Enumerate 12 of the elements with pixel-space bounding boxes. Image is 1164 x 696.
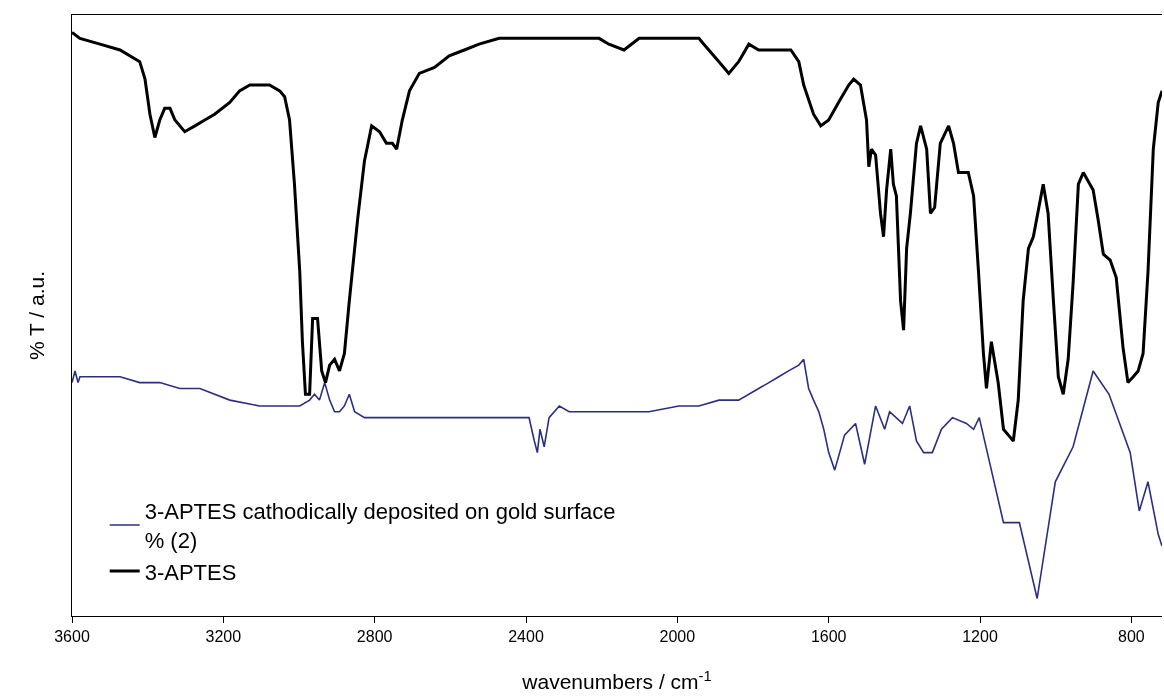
x-tick-label: 2000 xyxy=(659,628,696,646)
x-tick-label: 2800 xyxy=(356,628,393,646)
y-axis-title: % T / a.u. xyxy=(25,270,49,361)
legend-label: 3-APTES cathodically deposited on gold surface % (2) xyxy=(144,499,616,553)
x-tick-label: 2400 xyxy=(508,628,544,646)
x-tick-label: 3600 xyxy=(54,628,90,646)
x-tick-label: 800 xyxy=(1118,628,1145,646)
x-axis-title: wavenumbers / cm$^{-1}$ xyxy=(521,667,712,694)
x-tick-label: 1200 xyxy=(962,628,998,646)
x-tick-label: 3200 xyxy=(205,628,242,646)
x-tick-label: 1600 xyxy=(810,628,847,646)
legend-label: 3-APTES xyxy=(144,559,237,585)
